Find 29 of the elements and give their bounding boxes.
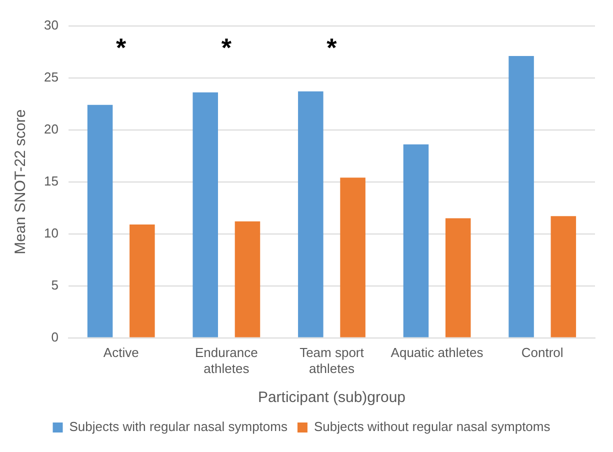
- y-axis-title: Mean SNOT-22 score: [12, 109, 30, 254]
- bar: [445, 218, 471, 338]
- y-tick-label: 5: [51, 277, 58, 292]
- x-tick-label: Control: [521, 345, 564, 360]
- annotation: *: [116, 32, 128, 63]
- legend-label: Subjects without regular nasal symptoms: [314, 419, 551, 434]
- bar: [403, 144, 429, 338]
- bar: [130, 224, 155, 338]
- y-tick-label: 10: [44, 225, 58, 240]
- x-axis-title: Participant (sub)group: [258, 389, 406, 406]
- x-tick-label: Endurance athletes: [194, 345, 258, 376]
- bar: [550, 216, 576, 338]
- bar: [340, 178, 366, 338]
- annotation: *: [221, 32, 232, 63]
- y-tick-label: 25: [44, 69, 58, 84]
- x-tick-label: Aquatic athletes: [390, 345, 484, 360]
- y-tick-label: 15: [44, 173, 58, 188]
- y-tick-label: 30: [44, 17, 58, 32]
- x-tick-label: Active: [103, 345, 139, 360]
- y-tick-label: 0: [51, 329, 58, 344]
- y-tick-label: 20: [44, 121, 58, 136]
- bar: [192, 92, 218, 338]
- bar: [234, 221, 260, 338]
- annotation: *: [326, 32, 338, 63]
- legend-label: Subjects with regular nasal symptoms: [69, 419, 288, 434]
- bar: [87, 104, 113, 338]
- bar: [298, 91, 324, 338]
- bar: [508, 56, 534, 338]
- x-tick-label: Team sport athletes: [300, 345, 364, 376]
